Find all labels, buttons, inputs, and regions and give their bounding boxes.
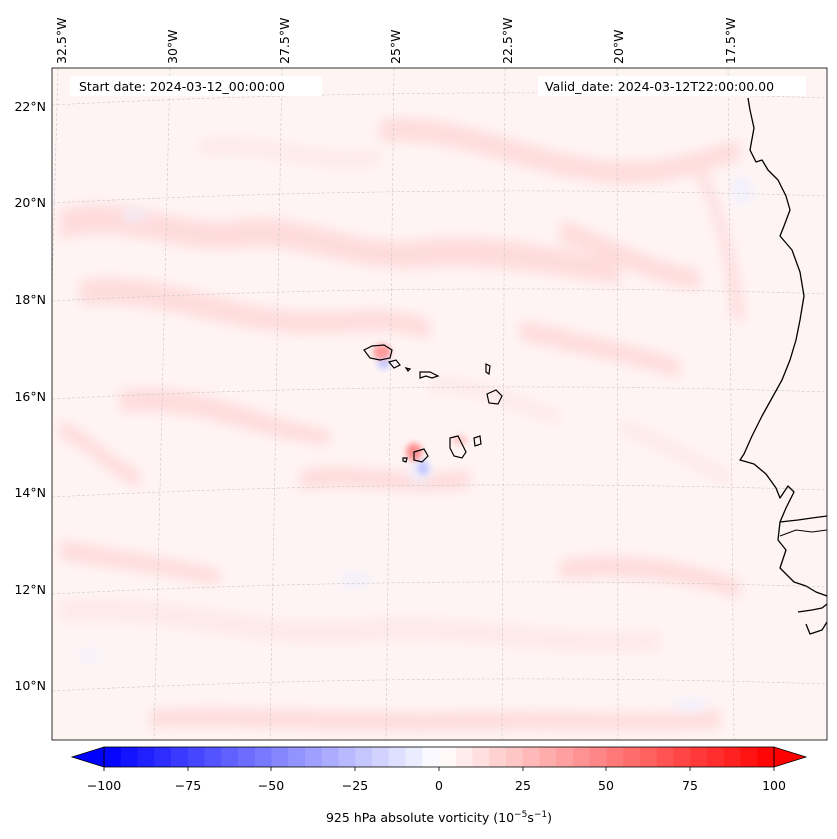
- start-date-label: Start date: 2024-03-12_00:00:00: [79, 79, 285, 94]
- start-date-box: [70, 76, 322, 96]
- colorbar-step: [221, 747, 239, 767]
- colorbar-step: [472, 747, 490, 767]
- map-panel: Start date: 2024-03-12_00:00:00 Valid_da…: [52, 68, 827, 740]
- colorbar-step: [254, 747, 272, 767]
- colorbar-step: [723, 747, 741, 767]
- colorbar-step: [690, 747, 708, 767]
- lon-label: 20°W: [611, 29, 626, 64]
- colorbar-step: [388, 747, 406, 767]
- colorbar-step: [238, 747, 256, 767]
- colorbar-tick-label: −50: [258, 778, 284, 793]
- colorbar-step: [539, 747, 557, 767]
- colorbar-step: [154, 747, 172, 767]
- valid-date-label: Valid_date: 2024-03-12T22:00:00.00: [545, 79, 774, 94]
- lat-label: 12°N: [14, 582, 46, 597]
- colorbar-ticks: [103, 767, 775, 771]
- colorbar-step: [489, 747, 507, 767]
- gambia-river-coast: [779, 529, 827, 537]
- island-sao-nicolau: [419, 371, 440, 379]
- colorbar-step: [556, 747, 574, 767]
- colorbar-step: [171, 747, 189, 767]
- colorbar-min-extension: [70, 746, 105, 768]
- colorbar-step: [589, 747, 607, 767]
- colorbar-tick-label: 0: [435, 778, 443, 793]
- african-coastline: [739, 97, 827, 635]
- colorbar-tick-label: 25: [515, 778, 531, 793]
- colorbar-step: [120, 747, 138, 767]
- colorbar-tick-label: −25: [342, 778, 368, 793]
- lat-label: 18°N: [14, 292, 46, 307]
- colorbar-step: [137, 747, 155, 767]
- colorbar-tick-label: 50: [598, 778, 614, 793]
- colorbar-label: 925 hPa absolute vorticity (10−5s−1): [326, 810, 552, 825]
- colorbar-step: [656, 747, 674, 767]
- colorbar-step: [455, 747, 473, 767]
- colorbar-step: [204, 747, 222, 767]
- island-santa-luzia: [404, 367, 412, 372]
- colorbar-step: [640, 747, 658, 767]
- colorbar-step: [187, 747, 205, 767]
- island-brava: [402, 457, 408, 463]
- island-santo-antao: [363, 344, 393, 361]
- valid-date-box: [538, 76, 806, 96]
- lon-label: 27.5°W: [277, 18, 292, 64]
- island-sao-vicente: [387, 359, 401, 369]
- colorbar-step: [355, 747, 373, 767]
- colorbar-max-extension: [773, 746, 808, 768]
- island-boa-vista: [486, 389, 503, 405]
- colorbar-step: [522, 747, 540, 767]
- lon-label: 22.5°W: [500, 18, 515, 64]
- map-frame: [51, 67, 828, 741]
- island-fogo: [413, 448, 429, 463]
- lat-label: 10°N: [14, 678, 46, 693]
- lon-label: 25°W: [388, 29, 403, 64]
- colorbar-step: [740, 747, 758, 767]
- colorbar-step: [338, 747, 356, 767]
- colorbar-step: [573, 747, 591, 767]
- colorbar-tick-labels: −100 −75 −50 −25 0 25 50 75 100: [87, 778, 786, 793]
- colorbar-tick-label: 100: [762, 778, 786, 793]
- colorbar-step: [757, 747, 775, 767]
- colorbar-step: [707, 747, 725, 767]
- colorbar-step: [321, 747, 339, 767]
- latitude-labels: 22°N 20°N 18°N 16°N 14°N 12°N 10°N: [14, 99, 46, 693]
- colorbar-step: [305, 747, 323, 767]
- colorbar-tick-label: −75: [175, 778, 201, 793]
- weak-vorticity-patches: [60, 137, 730, 653]
- colorbar-step: [606, 747, 624, 767]
- colorbar-tick-label: 75: [682, 778, 698, 793]
- lat-label: 20°N: [14, 195, 46, 210]
- island-santiago: [449, 435, 467, 459]
- colorbar-step: [104, 747, 122, 767]
- island-sal: [485, 363, 491, 376]
- colorbar: −100 −75 −50 −25 0 25 50 75 100 925 hPa …: [70, 746, 808, 825]
- colorbar-step: [439, 747, 457, 767]
- lat-label: 14°N: [14, 485, 46, 500]
- positive-vorticity-patches: [60, 118, 745, 731]
- colorbar-step: [422, 747, 440, 767]
- lon-label: 32.5°W: [54, 18, 69, 64]
- lon-label: 30°W: [165, 29, 180, 64]
- lat-label: 22°N: [14, 99, 46, 114]
- island-maio: [473, 435, 482, 447]
- colorbar-step: [405, 747, 423, 767]
- cape-verde-islands: [363, 344, 503, 463]
- colorbar-step: [506, 747, 524, 767]
- lon-label: 17.5°W: [723, 18, 738, 64]
- lat-label: 16°N: [14, 389, 46, 404]
- colorbar-tick-label: −100: [87, 778, 121, 793]
- colorbar-step: [372, 747, 390, 767]
- colorbar-step: [288, 747, 306, 767]
- colorbar-step: [271, 747, 289, 767]
- colorbar-steps: [104, 747, 775, 767]
- colorbar-step: [623, 747, 641, 767]
- colorbar-step: [673, 747, 691, 767]
- map-gridlines: [52, 68, 827, 740]
- longitude-labels: 32.5°W 30°W 27.5°W 25°W 22.5°W 20°W 17.5…: [54, 18, 738, 64]
